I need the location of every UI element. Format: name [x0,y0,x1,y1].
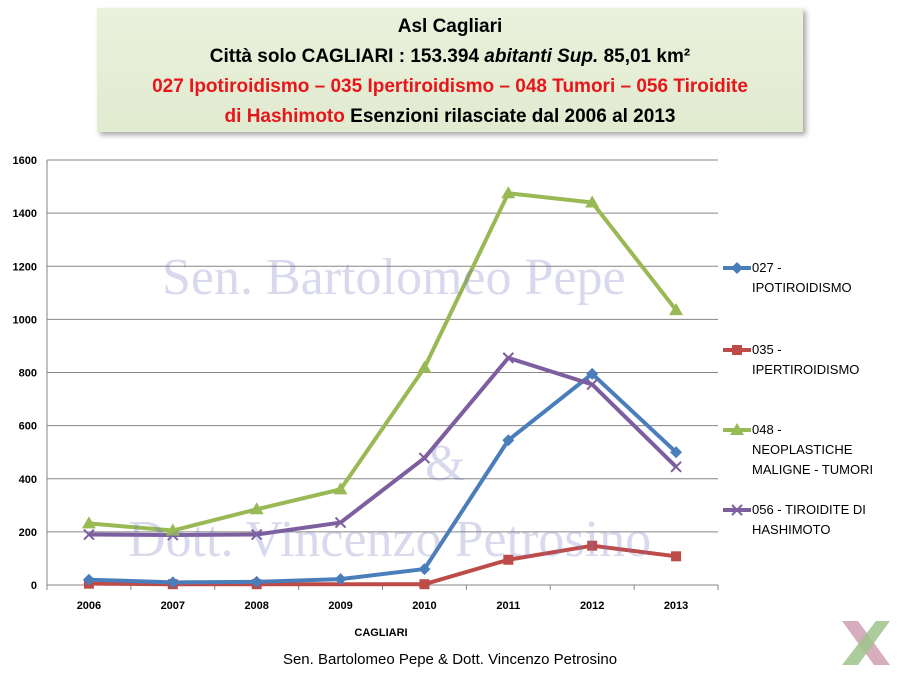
data-point [417,360,432,373]
legend-label: 056 - TIROIDITE DI HASHIMOTO [752,502,866,537]
y-tick-label: 1600 [13,155,37,167]
legend-swatch [723,262,751,274]
data-point [503,554,514,565]
x-tick-label: 2010 [412,600,436,612]
chart-axes: 0 200 400 600 800 1000 1200 1400 1600 2006 2007 200… [13,155,719,612]
series-line [88,371,678,585]
x-tick-label: 2009 [328,600,352,612]
series-line [88,543,677,587]
series-s056 [83,352,682,541]
data-point [250,575,263,588]
y-tick-label: 600 [19,421,37,433]
y-tick-label: 800 [19,368,37,380]
legend-swatch [723,423,751,435]
x-tick-label: 2011 [496,600,520,612]
x-tick-label: 2007 [161,600,185,612]
data-point [731,262,743,274]
data-point [334,516,347,529]
data-point [250,528,263,541]
y-tick-label: 1400 [13,208,37,220]
legend-label: 048 - NEOPLASTICHE MALIGNE - TUMORI [752,422,874,477]
x-tick-label: 2013 [664,600,688,612]
data-point [418,452,431,464]
data-point [419,579,430,590]
data-point [730,423,744,435]
legend-label: 027 - IPOTIROIDISMO [752,260,852,295]
data-point [83,528,95,541]
y-tick-label: 400 [19,474,37,486]
title-line-2a: Città solo CAGLIARI : 153.394 [209,46,485,67]
legend-swatch [723,504,751,516]
title-line-3: 027 Ipotiroidismo – 035 Ipertiroidismo –… [152,76,748,97]
title-line-2b: abitanti Sup. [484,46,599,67]
y-tick-label: 0 [31,580,37,592]
data-point [501,186,516,199]
data-point [587,540,598,551]
title-line-4: di Hashimoto Esenzioni rilasciate dal 20… [97,102,803,132]
data-point [418,563,431,576]
data-point [502,434,515,447]
data-point [502,352,515,364]
y-tick-label: 200 [19,527,37,539]
x-logo-icon [842,621,890,665]
series-lines [81,186,684,590]
data-point [731,504,743,516]
title-line-2c: 85,01 km² [598,46,691,67]
x-tick-label: 2012 [580,600,604,612]
data-point [586,367,599,380]
title-box: Asl Cagliari Città solo CAGLIARI : 153.3… [97,8,803,132]
footer-credit: Sen. Bartolomeo Pepe & Dott. Vincenzo Pe… [282,651,618,668]
series-s027 [82,367,683,589]
data-point [586,378,598,391]
series-s048 [81,186,684,536]
line-chart: 0 200 400 600 800 1000 1200 1400 1600 2006 2007 200… [13,155,719,639]
data-point [165,523,180,536]
data-point [249,502,264,515]
legend-label: 035 - IPERTIROIDISMO [752,342,860,377]
data-point [334,573,347,586]
data-point [670,446,683,459]
data-point [81,516,96,529]
series-line [88,355,678,538]
y-tick-label: 1200 [13,261,37,273]
legend-swatch [723,345,751,355]
data-point [585,195,600,208]
data-point [333,482,348,495]
data-point [166,576,179,589]
data-point [82,573,95,586]
title-line-4-black: Esenzioni rilasciate dal 2006 al 2013 [344,106,676,127]
x-axis-label: CAGLIARI [354,627,407,639]
grid-lines [47,159,718,586]
data-point [732,345,742,355]
data-point [670,461,682,473]
data-point [671,551,682,562]
x-tick-label: 2008 [244,600,268,612]
title-line-4-red: di Hashimoto [224,106,345,127]
x-tick-label: 2006 [77,600,101,612]
data-point [669,303,684,316]
series-line [88,191,678,533]
title-line-2: Città solo CAGLIARI : 153.394 abitanti S… [97,42,803,72]
y-tick-label: 1000 [13,314,37,326]
title-line-1: Asl Cagliari [397,16,503,37]
